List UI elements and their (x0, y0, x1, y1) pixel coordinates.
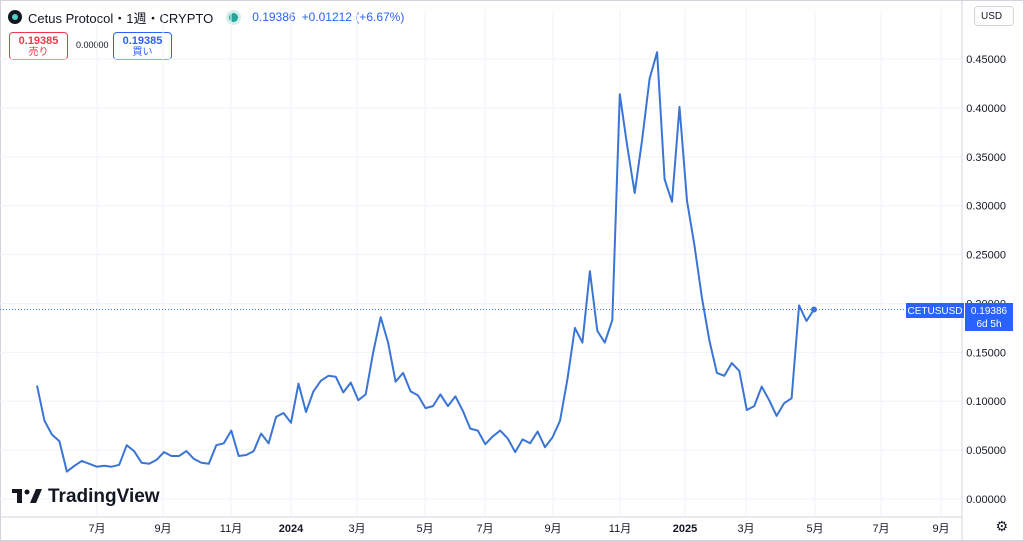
sell-button[interactable]: 0.19385 売り (9, 32, 68, 60)
sell-price: 0.19385 (18, 35, 59, 47)
last-price: 0.19386 (252, 10, 296, 24)
buy-button[interactable]: 0.19385 買い (113, 32, 172, 60)
brand-name: TradingView (48, 486, 160, 507)
cetus-logo-icon (8, 10, 22, 24)
market-open-icon (229, 12, 239, 22)
spread-value: 0.00000 (76, 40, 109, 50)
currency-select[interactable]: USD (974, 6, 1014, 26)
buy-label: 買い (132, 47, 153, 58)
price-change: +0.01212 (+6.67%) (301, 10, 405, 24)
chart-header: Cetus Protocol・1週・CRYPTO 0.19386 +0.0121… (8, 7, 404, 27)
symbol-title[interactable]: Cetus Protocol・1週・CRYPTO (28, 10, 214, 26)
settings-gear-icon[interactable]: ⚙ (995, 518, 1008, 534)
sell-label: 売り (28, 47, 49, 58)
tradingview-logo-icon (12, 489, 42, 503)
buy-price: 0.19385 (122, 35, 163, 47)
tradingview-brand: TradingView (12, 486, 160, 508)
